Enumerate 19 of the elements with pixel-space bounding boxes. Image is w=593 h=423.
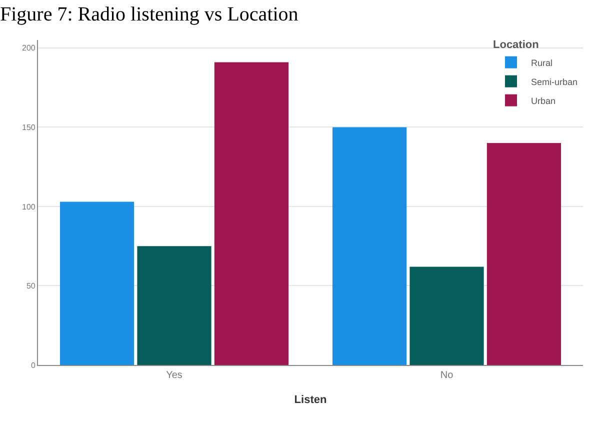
x-tick-label: Yes	[166, 370, 182, 381]
legend-title: Location	[493, 38, 540, 51]
bar	[410, 266, 484, 365]
bar	[486, 143, 562, 365]
bar	[137, 246, 212, 365]
x-tick-label: No	[440, 370, 454, 381]
legend-label: Semi-urban	[531, 76, 578, 87]
legend-label: Rural	[531, 58, 553, 68]
y-tick-label: 0	[30, 360, 36, 370]
bar	[332, 127, 407, 365]
x-axis-title: Listen	[294, 394, 327, 406]
legend-label: Urban	[531, 96, 556, 106]
chart-title: Figure 7: Radio listening vs Location	[0, 3, 298, 26]
y-tick-label: 50	[26, 282, 36, 291]
y-tick-label: 100	[22, 202, 36, 212]
bar	[60, 202, 134, 365]
y-tick-label: 150	[22, 123, 36, 132]
bar	[214, 62, 289, 365]
y-tick-label: 200	[22, 44, 36, 53]
